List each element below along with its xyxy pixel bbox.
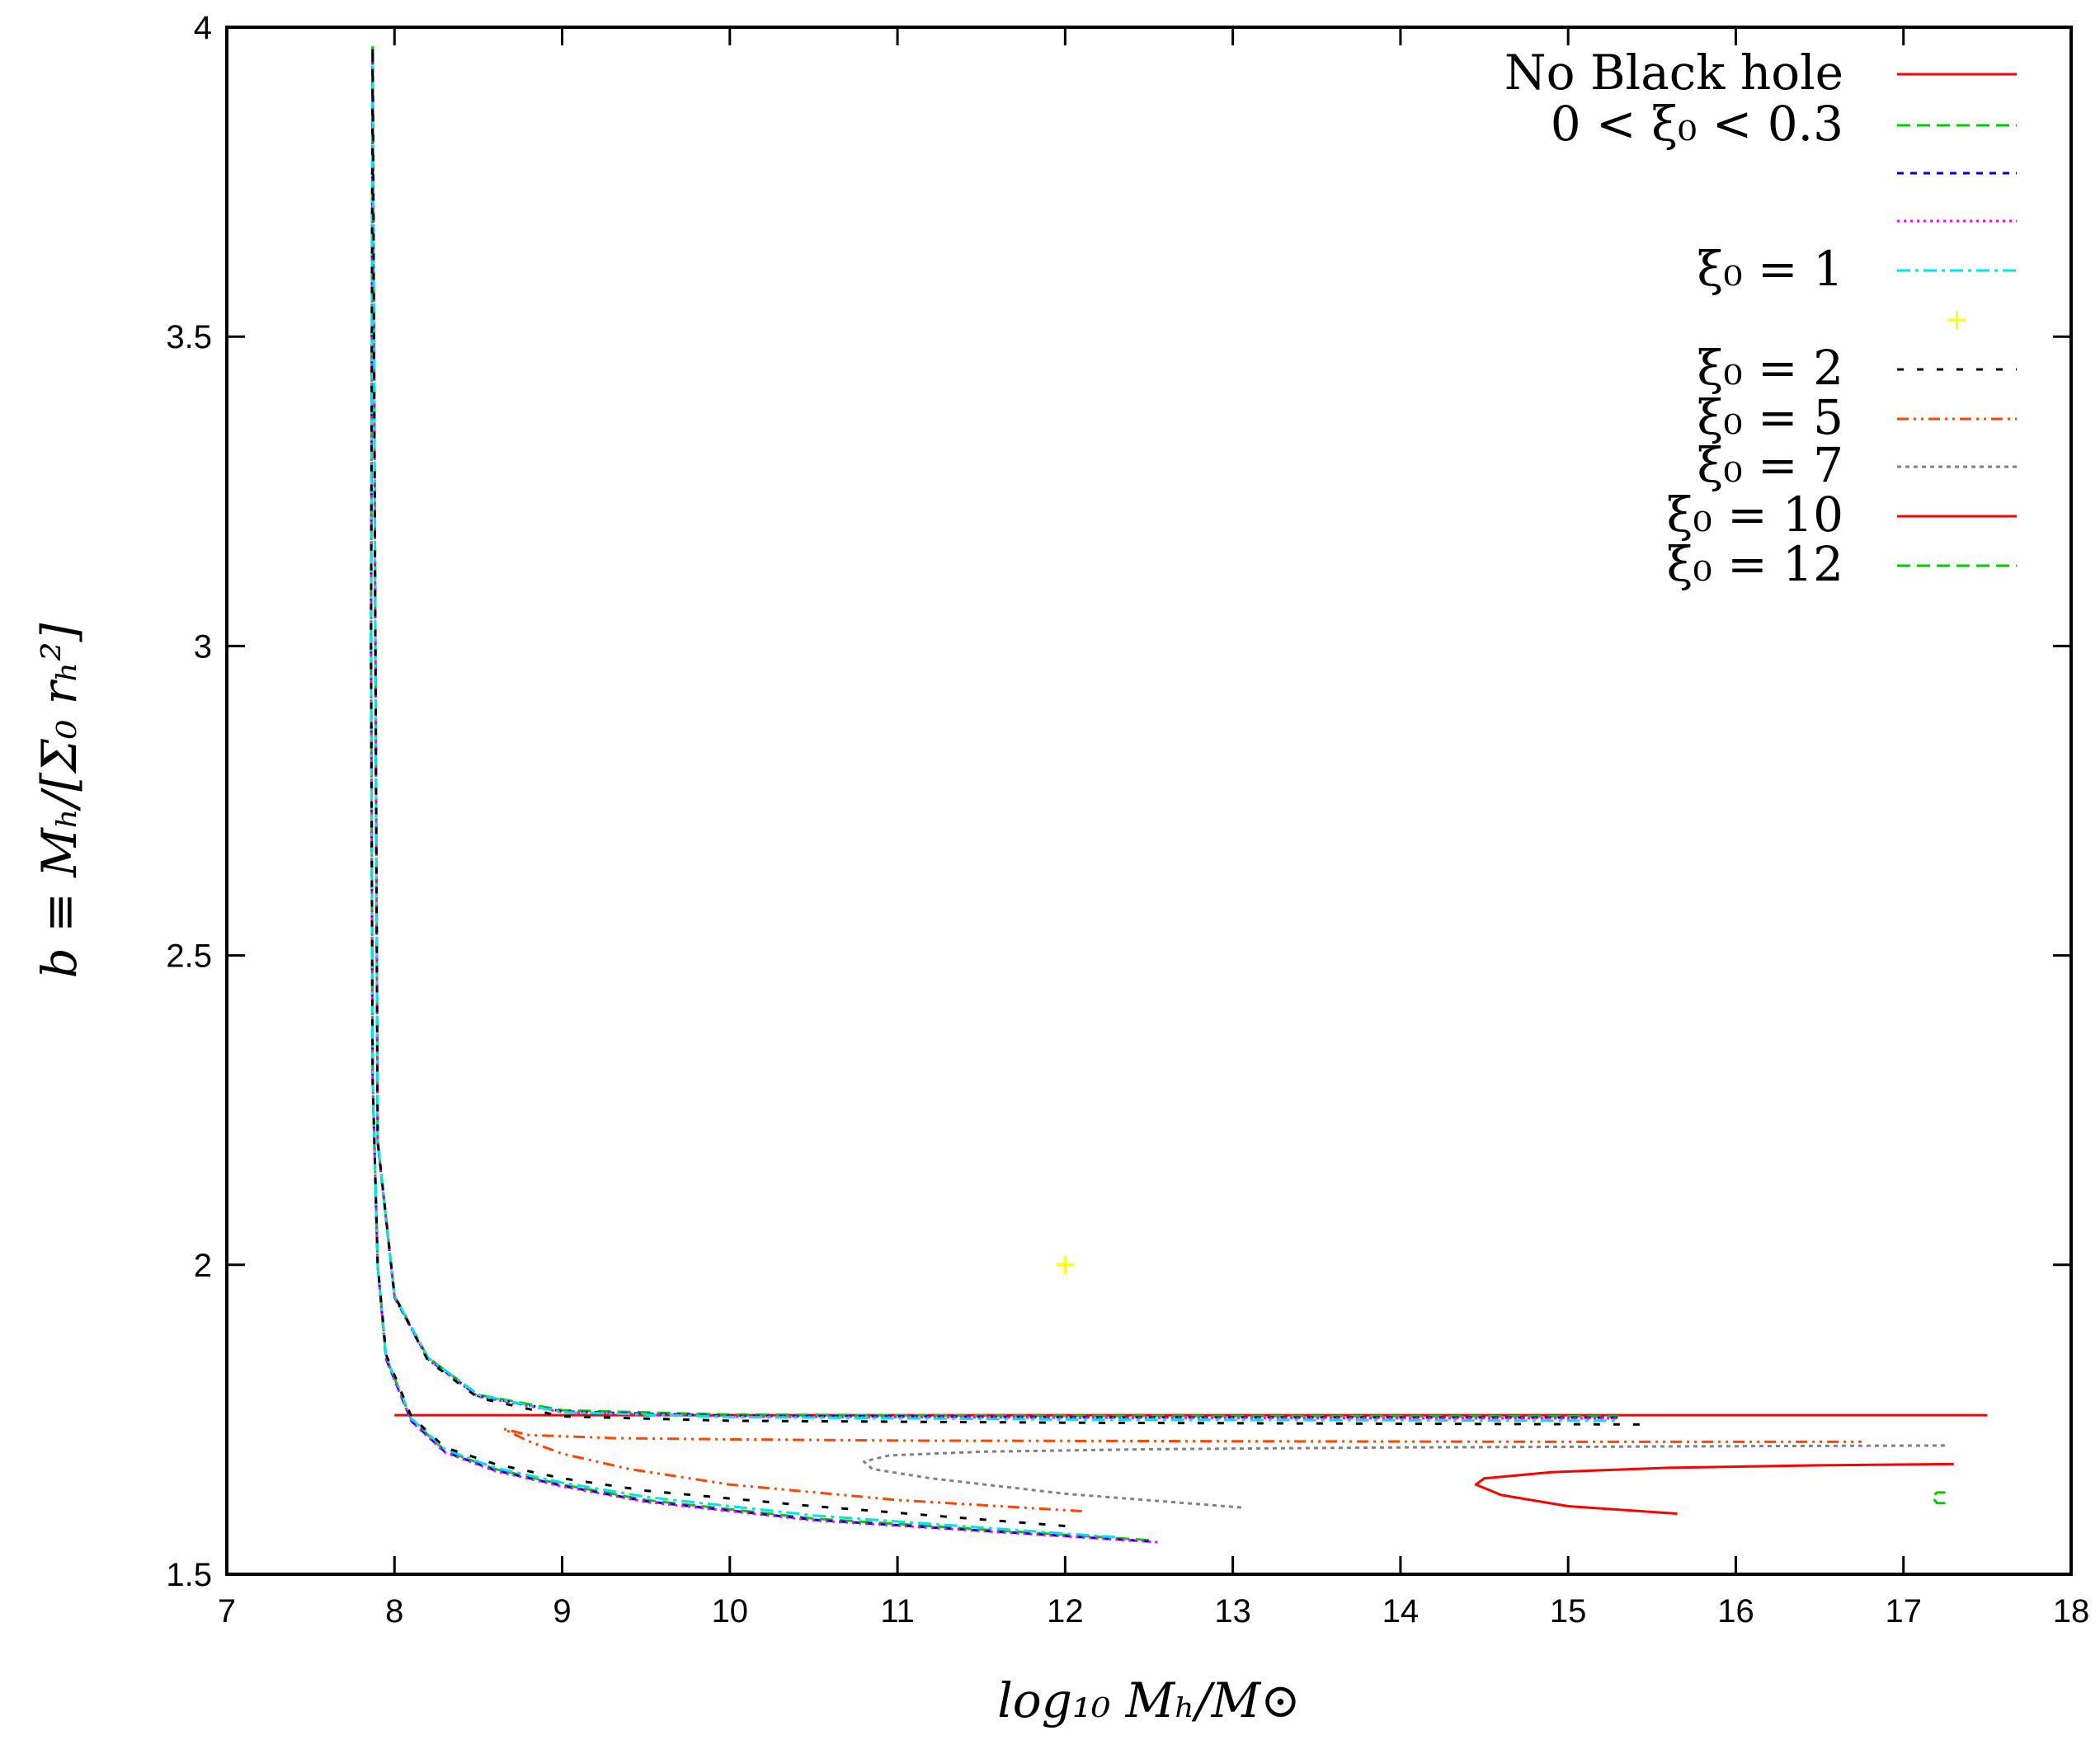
y-tick-label: 4 (194, 10, 212, 46)
x-tick-label: 17 (1885, 1593, 1922, 1629)
x-tick-label: 9 (553, 1593, 571, 1629)
x-tick-label: 18 (2053, 1593, 2090, 1629)
y-tick-label: 3.5 (166, 319, 212, 355)
series-10-line (1930, 1491, 1946, 1505)
plot-frame (225, 26, 2073, 1576)
y-axis-label: b ≡ Mₕ/[Σ₀ rₕ²] (31, 623, 87, 978)
x-tick-label: 16 (1717, 1593, 1754, 1629)
legend-label-6: ξ₀ = 2 (1697, 340, 1843, 396)
legend-label-8: ξ₀ = 7 (1697, 437, 1843, 493)
x-axis-label: log₁₀ Mₕ/M⊙ (997, 1672, 1301, 1728)
y-tick-label: 3 (194, 628, 212, 665)
y-tick-label: 2 (194, 1248, 212, 1284)
x-tick-label: 12 (1047, 1593, 1084, 1629)
x-tick-label: 15 (1550, 1593, 1587, 1629)
series-9-line (1474, 1462, 1954, 1515)
series-5-point (1056, 1255, 1075, 1274)
legend-label-0: No Black hole (1504, 45, 1843, 101)
series-6-line (370, 45, 1652, 1527)
legend-label-4: ξ₀ = 1 (1697, 241, 1843, 297)
y-tick-label: 2.5 (166, 938, 212, 975)
legend-label-9: ξ₀ = 10 (1667, 487, 1843, 543)
series-8-line (862, 1444, 1946, 1509)
legend-label-1: 0 < ξ₀ < 0.3 (1551, 96, 1843, 152)
series-7-line (501, 1427, 1862, 1512)
series-layer (370, 45, 1988, 1544)
x-tick-label: 8 (385, 1593, 403, 1629)
x-tick-label: 13 (1214, 1593, 1251, 1629)
x-tick-label: 7 (218, 1593, 236, 1629)
x-tick-label: 10 (712, 1593, 749, 1629)
legend-label-10: ξ₀ = 12 (1667, 536, 1843, 592)
legend-label-7: ξ₀ = 5 (1697, 389, 1843, 445)
ticks-layer: 7 8 9 10 11 12 13 14 15 16 17 18 1.5 2 2.5 3 3.5 4 (166, 10, 2089, 1629)
x-tick-label: 11 (880, 1593, 915, 1629)
y-tick-label: 1.5 (166, 1557, 212, 1593)
x-tick-label: 14 (1382, 1593, 1420, 1629)
